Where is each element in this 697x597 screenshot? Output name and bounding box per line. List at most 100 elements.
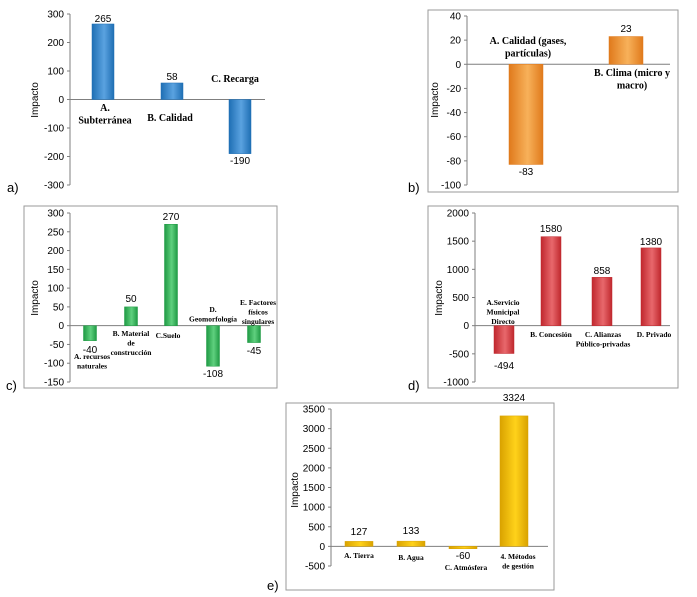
- category-label: B. Material de construcción: [111, 329, 153, 357]
- y-tick-label: 0: [463, 321, 469, 332]
- data-label: 133: [403, 526, 420, 537]
- y-tick-label: -80: [447, 156, 462, 167]
- bar-a-2: [228, 99, 252, 154]
- panel-label: c): [6, 378, 17, 393]
- category-label: B. Concesión: [530, 330, 573, 339]
- y-tick-label: -60: [447, 132, 462, 143]
- data-label: 58: [166, 72, 178, 83]
- data-label: -83: [519, 167, 534, 178]
- data-label: 127: [351, 527, 368, 538]
- y-axis-label: Impacto: [30, 280, 41, 316]
- y-tick-label: 100: [47, 284, 64, 295]
- data-label: -40: [83, 345, 98, 356]
- data-label: -108: [203, 369, 223, 380]
- bar-c-2: [164, 224, 178, 326]
- chart-d: 2000 1500 1000 500 0 -500 -1000 Impacto -494 1580…: [408, 205, 679, 393]
- bar-c-3: [206, 325, 220, 367]
- chart-c-frame: [23, 205, 278, 389]
- y-tick-label: 1500: [447, 237, 470, 248]
- bar-d-2: [591, 277, 613, 326]
- category-label: B. Agua: [398, 553, 424, 562]
- category-label: A. recursos naturales: [74, 352, 110, 370]
- category-label: B. Calidad: [147, 113, 193, 124]
- y-axis-label: Impacto: [430, 82, 441, 118]
- category-label: A. Subterránea: [78, 103, 131, 127]
- data-label: 265: [95, 14, 112, 25]
- category-label: B. Clima (micro y macro): [594, 68, 670, 92]
- data-label: 1580: [540, 224, 563, 235]
- bar-c-1: [124, 306, 138, 326]
- category-label: C.Suelo: [156, 331, 181, 340]
- category-label: C. Alianzas Público-privadas: [576, 330, 631, 348]
- chart-b: 40 20 0 -20 -40 -60 -80 -100 Impacto -83 23 A. Cali…: [408, 9, 679, 195]
- category-label: A. Calidad (gases, partículas): [490, 36, 567, 60]
- category-label: D. Privado: [637, 330, 672, 339]
- bar-e-1: [396, 540, 426, 547]
- category-label: D. Geomorfología: [189, 305, 237, 323]
- chart-c: 300 250 200 150 100 50 0 -50 -100 -150 Impacto -40 5…: [6, 205, 278, 393]
- y-tick-label: 3500: [303, 405, 326, 416]
- data-label: 3324: [503, 393, 526, 404]
- y-tick-label: -20: [447, 84, 462, 95]
- bar-d-1: [540, 236, 562, 326]
- y-tick-label: 500: [452, 293, 469, 304]
- y-tick-label: -200: [44, 152, 64, 163]
- y-tick-label: 300: [47, 209, 64, 220]
- bar-a-1: [160, 82, 184, 100]
- y-tick-label: 1000: [447, 265, 470, 276]
- category-label: 4. Métodos de gestión: [501, 552, 536, 570]
- panel-label: b): [408, 180, 420, 195]
- y-tick-label: -1000: [443, 378, 469, 389]
- y-tick-label: 50: [53, 302, 65, 313]
- category-label: E. Factores físicos singulares: [240, 298, 276, 326]
- data-label: -494: [494, 361, 514, 372]
- y-tick-label: 0: [58, 321, 64, 332]
- chart-b-frame: [427, 9, 679, 193]
- y-tick-label: -500: [449, 349, 469, 360]
- bar-e-2: [448, 546, 478, 549]
- y-tick-label: 20: [450, 36, 462, 47]
- category-label: A. Tierra: [344, 551, 374, 560]
- data-label: 50: [125, 294, 137, 305]
- bar-e-3: [499, 415, 529, 547]
- y-tick-label: -100: [441, 181, 461, 192]
- chart-a: 300 200 100 0 -100 -200 -300 Impacto 265 58 -190 A.…: [7, 10, 265, 195]
- bar-c-4: [247, 325, 261, 343]
- bar-a-0: [91, 23, 115, 100]
- y-tick-label: 1500: [303, 483, 326, 494]
- y-axis-label: Impacto: [434, 280, 445, 316]
- category-label: A.Servicio Municipal Directo: [486, 298, 519, 326]
- y-tick-label: -500: [305, 562, 325, 573]
- data-label: -190: [230, 156, 250, 167]
- category-label: C. Recarga: [211, 74, 259, 85]
- y-tick-label: 0: [455, 60, 461, 71]
- y-tick-label: -100: [44, 359, 64, 370]
- y-tick-label: 250: [47, 227, 64, 238]
- bar-d-0: [493, 325, 515, 354]
- bar-c-0: [83, 325, 97, 341]
- y-tick-label: 200: [47, 246, 64, 257]
- panel-label: d): [408, 378, 420, 393]
- y-tick-label: 150: [47, 265, 64, 276]
- y-tick-label: -100: [44, 124, 64, 135]
- y-tick-label: -300: [44, 181, 64, 192]
- y-tick-label: 300: [47, 10, 64, 21]
- y-tick-label: 40: [450, 12, 462, 23]
- y-tick-label: 200: [47, 38, 64, 49]
- y-tick-label: 2000: [303, 463, 326, 474]
- y-tick-label: 0: [58, 95, 64, 106]
- data-label: 23: [620, 24, 632, 35]
- data-label: -60: [456, 551, 471, 562]
- bar-e-0: [344, 541, 374, 547]
- y-axis-label: Impacto: [290, 472, 301, 508]
- data-label: 858: [594, 266, 611, 277]
- y-tick-label: 2000: [447, 209, 470, 220]
- y-tick-label: 3000: [303, 424, 326, 435]
- y-tick-label: -40: [447, 108, 462, 119]
- y-tick-label: 1000: [303, 503, 326, 514]
- chart-e: 3500 3000 2500 2000 1500 1000 500 0 -500 Impacto 1…: [267, 393, 555, 593]
- bar-b-1: [608, 36, 644, 65]
- bar-b-0: [508, 64, 544, 165]
- y-tick-label: 500: [308, 522, 325, 533]
